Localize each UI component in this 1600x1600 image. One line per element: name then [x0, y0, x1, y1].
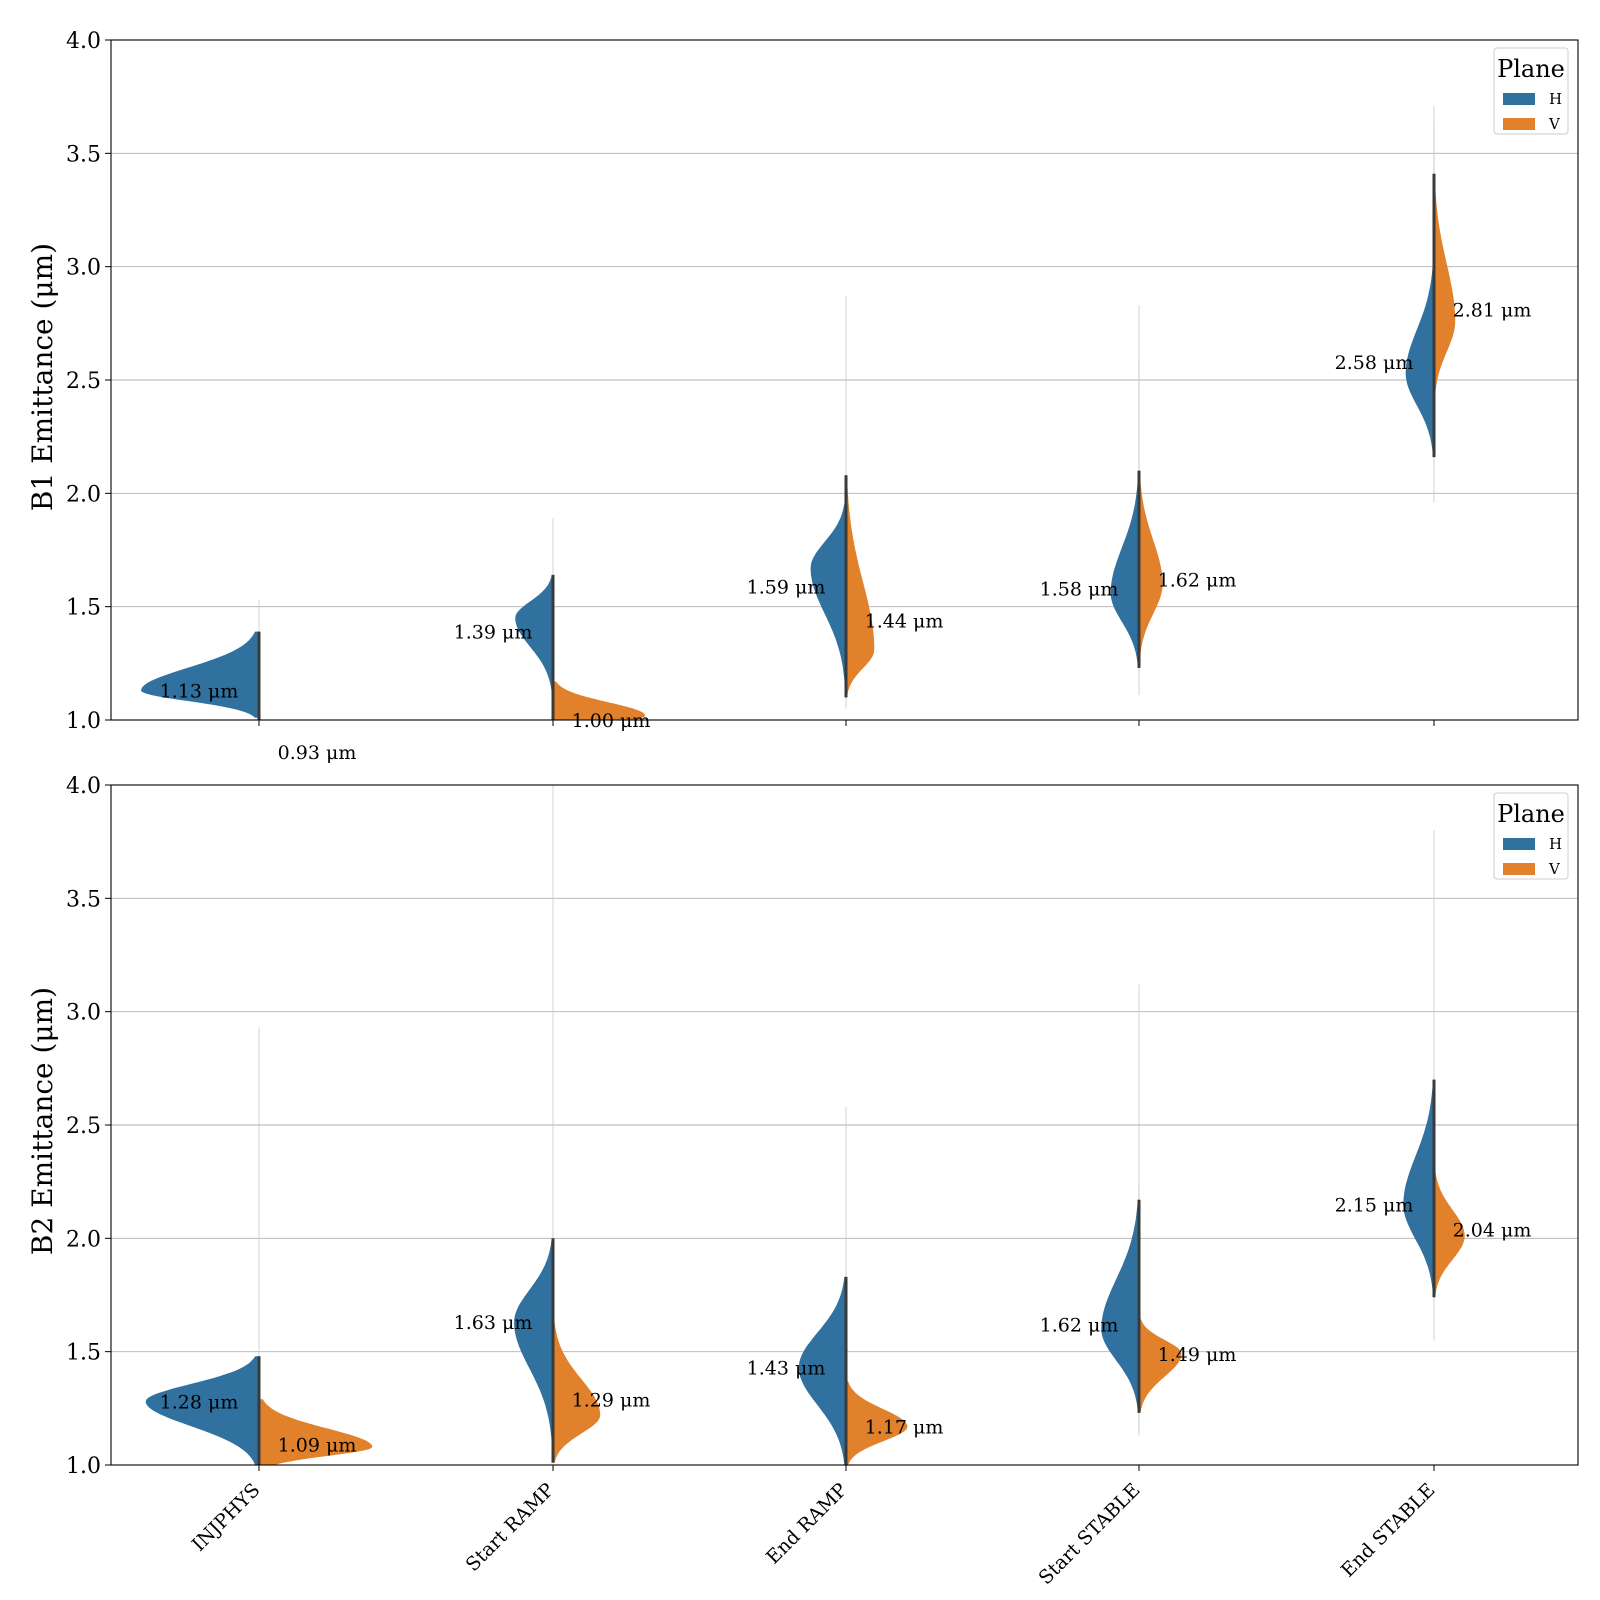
median-label-h: 1.62 μm — [1040, 1314, 1119, 1336]
ylabel-b1: B1 Emittance (μm) — [26, 243, 59, 511]
violin-v — [553, 681, 645, 720]
x-tick-label: End STABLE — [1337, 1479, 1440, 1582]
y-tick-label: 1.0 — [66, 1454, 101, 1479]
legend-swatch-v — [1503, 863, 1535, 875]
median-label-h: 1.59 μm — [747, 576, 826, 598]
violin-h — [798, 1276, 846, 1465]
violin-v — [1139, 1317, 1182, 1413]
violin-v — [1434, 1168, 1465, 1298]
x-tick-label: End RAMP — [762, 1479, 852, 1569]
violin-v — [1434, 173, 1456, 401]
violin-h — [145, 1356, 259, 1465]
violin-h — [141, 631, 259, 718]
legend-title: Plane — [1497, 800, 1565, 828]
median-label-h: 1.63 μm — [454, 1312, 533, 1334]
median-label-h: 1.58 μm — [1040, 579, 1119, 601]
violin-h — [810, 500, 846, 686]
median-label-h: 1.39 μm — [454, 622, 533, 644]
panel-b1: B1 Emittance (μm) 1.0 1.5 2.0 2.5 3.0 3.5 4.0 1… — [26, 29, 1579, 764]
legend-label-h: H — [1549, 90, 1562, 108]
median-label-h: 1.28 μm — [160, 1392, 239, 1414]
violin-v — [846, 475, 875, 698]
legend-swatch-h — [1503, 838, 1535, 850]
y-tick-label: 3.5 — [66, 142, 101, 167]
y-tick-label: 3.0 — [66, 1001, 101, 1026]
violin-h — [1403, 1079, 1434, 1295]
y-tick-label: 2.5 — [66, 369, 101, 394]
violins — [141, 105, 1456, 720]
ylabel-b2: B2 Emittance (μm) — [26, 987, 59, 1255]
y-tick-label: 2.5 — [66, 1114, 101, 1139]
violin-h — [514, 1238, 553, 1443]
x-tick-label: Start RAMP — [462, 1479, 559, 1576]
y-tick-label: 2.0 — [66, 482, 101, 507]
legend-swatch-v — [1503, 118, 1535, 130]
violin-v — [553, 1322, 601, 1463]
median-label-v: 1.00 μm — [572, 710, 651, 732]
y-tick-label: 1.5 — [66, 1341, 101, 1366]
legend-label-v: V — [1548, 860, 1561, 878]
legend-label-v: V — [1548, 115, 1561, 133]
y-tick-label: 3.0 — [66, 256, 101, 281]
violin-v — [846, 1381, 908, 1465]
y-tick-label: 4.0 — [66, 774, 101, 799]
y-tick-label: 1.5 — [66, 596, 101, 621]
violin-v — [259, 1399, 373, 1465]
median-label-h: 1.13 μm — [160, 681, 239, 703]
y-tick-label: 4.0 — [66, 29, 101, 54]
median-label-v: 2.04 μm — [1453, 1219, 1532, 1241]
violin-h — [1405, 259, 1434, 458]
y-tick-label: 2.0 — [66, 1227, 101, 1252]
legend-box — [1493, 792, 1569, 880]
median-label-h: 2.58 μm — [1335, 352, 1414, 374]
median-label-v: 1.17 μm — [865, 1416, 944, 1438]
median-label-v: 1.49 μm — [1158, 1344, 1237, 1366]
panel-b2: B2 Emittance (μm) 1.0 1.5 2.0 2.5 3.0 3.5 4.0 1… — [26, 774, 1579, 1589]
y-tick-label: 1.0 — [66, 709, 101, 734]
x-tick-label: INJPHYS — [188, 1479, 265, 1556]
legend-label-h: H — [1549, 835, 1562, 853]
legend-swatch-h — [1503, 93, 1535, 105]
violin-h — [1101, 1199, 1139, 1411]
legend-box — [1493, 47, 1569, 135]
axes-frame — [110, 784, 1579, 1466]
violin-h — [515, 574, 553, 693]
median-label-v: 1.29 μm — [572, 1389, 651, 1411]
median-label-v: 1.44 μm — [865, 610, 944, 632]
legend-title: Plane — [1497, 55, 1565, 83]
median-label-v: 1.09 μm — [278, 1435, 357, 1457]
median-label-v: 1.62 μm — [1158, 569, 1237, 591]
axes-frame — [110, 39, 1579, 721]
x-tick-label: Start STABLE — [1035, 1479, 1145, 1589]
violin-h — [1110, 475, 1139, 668]
median-label-v: 2.81 μm — [1453, 300, 1532, 322]
median-label-h: 2.15 μm — [1335, 1194, 1414, 1216]
violins — [145, 785, 1465, 1465]
median-label-h: 1.43 μm — [747, 1358, 826, 1380]
y-tick-label: 3.5 — [66, 887, 101, 912]
violin-v — [1139, 470, 1163, 662]
median-label-v: 0.93 μm — [278, 742, 357, 764]
